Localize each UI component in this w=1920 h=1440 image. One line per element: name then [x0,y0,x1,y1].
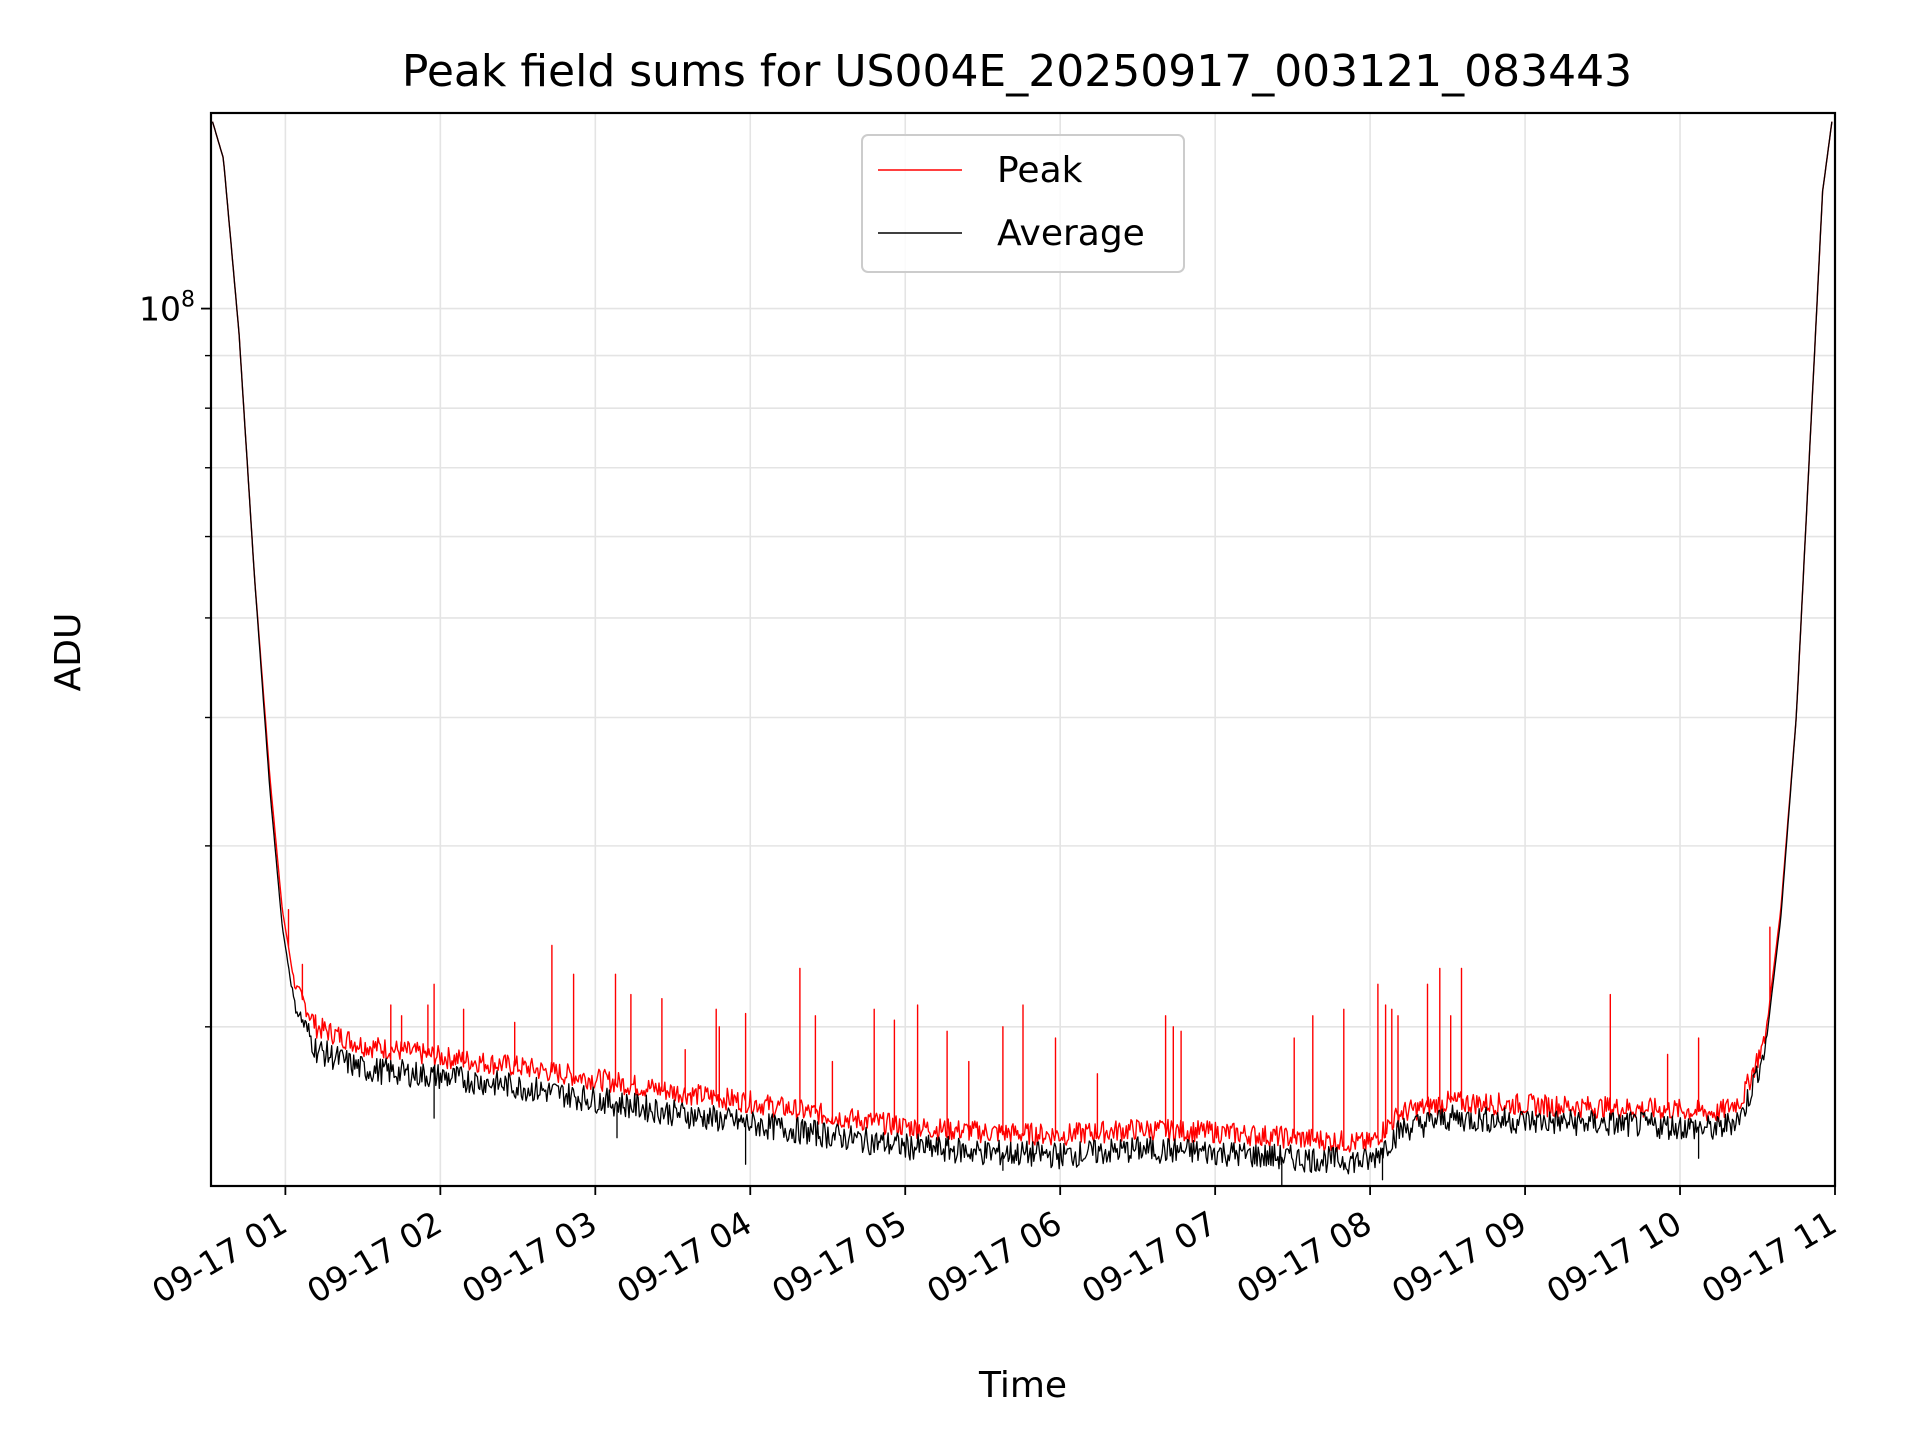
x-tick-label: 09-17 05 [765,1203,913,1311]
x-tick-label: 09-17 08 [1230,1203,1378,1311]
y-tick-label: 108 [139,288,195,329]
series-peak-line [211,121,1833,1153]
x-tick-label: 09-17 06 [920,1203,1068,1311]
x-tick-label: 09-17 03 [455,1203,603,1311]
x-tick-label: 09-17 09 [1385,1203,1533,1311]
legend: Peak Average [861,134,1185,273]
chart-title: Peak field sums for US004E_20250917_0031… [402,46,1632,97]
x-tick-label: 09-17 10 [1540,1203,1688,1311]
x-tick-label: 09-17 01 [145,1203,293,1311]
x-tick-label: 09-17 02 [300,1203,448,1311]
x-tick-label: 09-17 04 [610,1203,758,1311]
legend-label-average: Average [997,213,1145,254]
series-layer [211,121,1833,1187]
y-axis-label: ADU [48,613,89,692]
plot-frame [209,111,1837,1188]
x-tick-label: 09-17 11 [1695,1203,1843,1311]
x-axis-label: Time [978,1365,1067,1406]
series-average-line [211,121,1833,1187]
x-tick-label: 09-17 07 [1075,1203,1223,1311]
legend-label-peak: Peak [997,150,1083,191]
